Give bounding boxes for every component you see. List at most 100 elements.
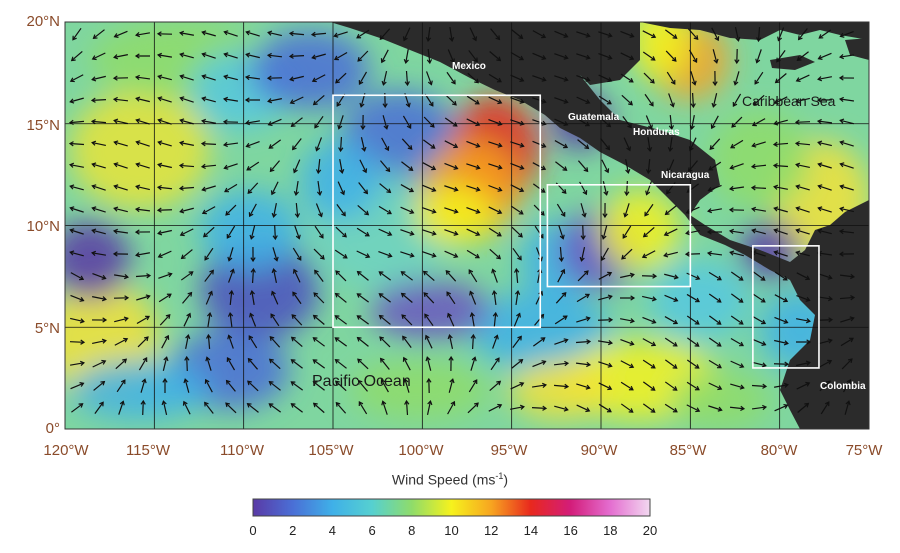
lon-tick-95w: 95°W bbox=[490, 442, 528, 459]
wind-arrow bbox=[555, 161, 568, 171]
highlight-boxes bbox=[332, 94, 820, 369]
wind-arrow bbox=[157, 140, 172, 147]
wind-arrow bbox=[245, 30, 260, 37]
wind-arrow bbox=[402, 356, 411, 371]
wind-arrow bbox=[532, 140, 547, 148]
wind-arrow bbox=[601, 225, 608, 240]
wind-arrow bbox=[402, 115, 412, 129]
wind-arrow bbox=[469, 290, 477, 305]
wind-arrow bbox=[201, 30, 216, 37]
wind-arrow bbox=[754, 71, 764, 85]
wind-arrow bbox=[400, 251, 415, 258]
wind-arrow bbox=[620, 272, 635, 279]
wind-arrow bbox=[557, 268, 566, 283]
wind-arrow bbox=[115, 358, 128, 370]
highlight-box-1 bbox=[332, 94, 542, 329]
wind-arrow bbox=[690, 92, 696, 109]
wind-arrow bbox=[294, 202, 301, 219]
wind-arrow bbox=[554, 53, 569, 60]
wind-arrow bbox=[664, 205, 677, 216]
wind-arrow bbox=[250, 267, 256, 284]
wind-arrow bbox=[511, 29, 524, 40]
wind-arrow bbox=[156, 31, 173, 37]
wind-arrow bbox=[664, 316, 679, 325]
wind-arrow bbox=[553, 383, 570, 389]
wind-arrow bbox=[841, 358, 853, 370]
wind-arrow bbox=[249, 225, 256, 240]
wind-arrow bbox=[114, 316, 129, 323]
wind-arrow bbox=[730, 271, 744, 281]
wind-arrow bbox=[356, 250, 371, 259]
wind-arrow bbox=[223, 30, 238, 37]
wind-arrow bbox=[400, 292, 413, 303]
wind-arrow bbox=[268, 381, 281, 391]
wind-arrow bbox=[266, 52, 283, 59]
wind-arrow bbox=[312, 94, 325, 106]
wind-arrow bbox=[553, 360, 570, 367]
wind-arrow bbox=[690, 71, 697, 86]
highlight-box-2 bbox=[546, 184, 692, 288]
wind-arrow bbox=[268, 139, 282, 149]
wind-arrow bbox=[311, 74, 326, 83]
wind-arrow bbox=[796, 272, 811, 281]
highlight-box-3 bbox=[752, 245, 820, 369]
wind-arrow bbox=[293, 159, 301, 174]
wind-arrow bbox=[201, 118, 216, 124]
wind-arrow bbox=[381, 400, 388, 415]
wind-arrow bbox=[290, 336, 303, 348]
lon-tick-115w: 115°W bbox=[125, 442, 171, 459]
wind-arrow bbox=[379, 336, 391, 348]
wind-arrow bbox=[623, 137, 632, 152]
wind-arrow bbox=[488, 141, 503, 148]
wind-arrow bbox=[426, 71, 433, 86]
wind-arrow bbox=[204, 401, 214, 414]
wind-arrow bbox=[712, 49, 719, 64]
wind-arrow bbox=[269, 335, 281, 348]
wind-arrow bbox=[795, 97, 810, 104]
wind-arrow bbox=[602, 181, 609, 196]
wind-arrow bbox=[577, 139, 590, 150]
wind-arrow bbox=[113, 184, 128, 191]
wind-arrow bbox=[772, 163, 789, 169]
wind-arrow bbox=[113, 274, 130, 280]
wind-arrow bbox=[558, 246, 564, 263]
wind-arrow bbox=[157, 74, 172, 81]
wind-arrow bbox=[602, 202, 608, 219]
wind-arrow bbox=[69, 184, 84, 191]
wind-arrow bbox=[599, 116, 612, 128]
wind-arrow bbox=[135, 96, 150, 103]
wind-arrow bbox=[205, 290, 213, 305]
wind-arrow bbox=[334, 315, 347, 325]
wind-arrow bbox=[644, 93, 654, 107]
wind-arrow bbox=[816, 118, 833, 125]
wind-arrow bbox=[512, 247, 522, 261]
wind-arrow bbox=[621, 248, 633, 260]
wind-arrow bbox=[248, 335, 258, 349]
colorbar-tick-label: 20 bbox=[642, 523, 658, 538]
wind-arrow bbox=[359, 159, 368, 174]
wind-arrow bbox=[532, 162, 547, 171]
wind-arrow bbox=[360, 114, 366, 131]
wind-arrow bbox=[797, 402, 810, 413]
wind-arrow bbox=[334, 337, 348, 347]
wind-arrow bbox=[244, 97, 261, 103]
wind-arrow bbox=[728, 207, 745, 213]
wind-arrow bbox=[668, 93, 675, 108]
wind-arrow bbox=[202, 226, 215, 238]
wind-arrow bbox=[576, 53, 591, 60]
wind-arrow bbox=[70, 50, 83, 62]
lat-tick-20n: 20°N bbox=[26, 13, 60, 30]
wind-arrow bbox=[178, 163, 195, 169]
wind-arrow bbox=[247, 380, 259, 392]
wind-arrow bbox=[112, 75, 129, 81]
wind-arrow bbox=[289, 75, 304, 82]
wind-arrow bbox=[179, 74, 194, 81]
wind-arrow bbox=[620, 73, 634, 83]
wind-arrow bbox=[729, 250, 744, 257]
wind-arrow bbox=[794, 119, 811, 125]
wind-arrow bbox=[378, 314, 391, 325]
wind-arrow bbox=[335, 72, 347, 84]
wind-arrow bbox=[466, 95, 480, 105]
lon-tick-80w: 80°W bbox=[760, 442, 798, 459]
wind-arrow bbox=[225, 204, 237, 216]
